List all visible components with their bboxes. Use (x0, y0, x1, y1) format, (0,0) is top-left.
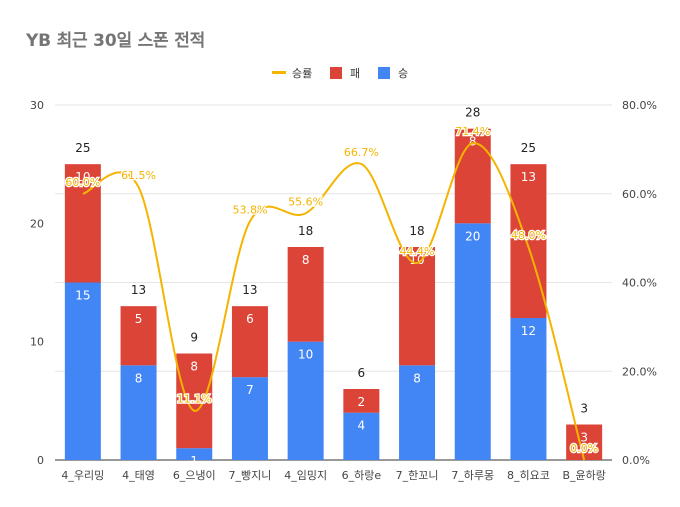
bar-loss (176, 353, 213, 449)
y-right-tick-label: 0.0% (622, 454, 650, 467)
bar-win-value: 7 (246, 383, 254, 397)
bar-total-label: 18 (409, 224, 424, 238)
y-right-tick-label: 80.0% (622, 99, 657, 112)
bar-loss-value: 3 (580, 431, 588, 445)
bar-win (287, 341, 324, 460)
bar-win-value: 12 (521, 324, 536, 338)
x-tick-label: 6_하랑e (342, 468, 382, 482)
bar-total-label: 25 (75, 141, 90, 155)
win-rate-label: 55.6% (288, 195, 323, 208)
bar-win-value: 8 (413, 371, 421, 385)
bar-total-label: 13 (131, 283, 146, 297)
legend-win-label: 승 (398, 67, 408, 80)
y-right-tick-label: 60.0% (622, 188, 657, 201)
x-tick-label: 4_태영 (122, 469, 155, 482)
y-left-tick-label: 20 (30, 217, 44, 230)
x-axis-labels: 4_우리밍 4_태영 6_으냉이 7_빵지니 4_임밍지 6_하랑e 7_한꼬니 7_하루몽 8… (61, 468, 605, 482)
bar-win (399, 365, 436, 460)
bar-win (120, 365, 157, 460)
bar-loss-value: 8 (302, 253, 310, 267)
bar-win-value: 4 (358, 419, 366, 433)
bar-loss-value: 8 (190, 360, 198, 374)
bar-loss (510, 164, 547, 318)
bar-loss (64, 164, 101, 283)
legend-winrate-swatch (272, 71, 286, 74)
legend-winrate-label: 승률 (292, 67, 312, 80)
x-tick-label: 7_한꼬니 (396, 469, 439, 482)
bar-loss (343, 389, 380, 413)
bar-loss-value: 13 (521, 170, 536, 184)
bar-win (510, 318, 547, 460)
bar-win (343, 412, 380, 460)
win-rate-label: 11.1% (177, 393, 212, 406)
bar-loss (566, 424, 603, 460)
win-rate-line-series: 60.0%61.5%11.1%53.8%55.6%66.7%44.4%71.4%… (64, 124, 599, 461)
win-rate-label: 66.7% (344, 146, 379, 159)
y-right-tick-label: 40.0% (622, 277, 657, 290)
legend-loss-swatch (330, 67, 342, 79)
bar-win-value: 15 (75, 289, 90, 303)
win-rate-label: 60.0% (65, 176, 100, 189)
bar-win (454, 223, 491, 460)
bar-loss (399, 247, 436, 366)
bar-loss-value: 8 (469, 135, 477, 149)
bar-loss (454, 128, 491, 224)
chart-title: YB 최근 30일 스폰 전적 (26, 31, 206, 51)
legend-loss-label: 패 (350, 67, 360, 80)
win-rate-label: 0.0% (570, 442, 598, 455)
win-rate-label: 48.0% (511, 229, 546, 242)
win-rate-label: 53.8% (232, 203, 267, 216)
win-rate-label: 61.5% (121, 169, 156, 182)
bar-loss-value: 2 (358, 395, 366, 409)
bar-loss (231, 306, 268, 378)
x-tick-label: 4_우리밍 (61, 469, 104, 482)
bar-loss-value: 6 (246, 312, 254, 326)
y-left-tick-label: 30 (30, 99, 44, 112)
bar-total-label: 13 (242, 283, 257, 297)
x-tick-label: B_윤하랑 (562, 468, 605, 482)
bar-win-value: 1 (190, 454, 198, 468)
bar-win-value: 10 (298, 348, 313, 362)
bar-total-label: 3 (580, 402, 588, 416)
bar-win-value: 8 (135, 371, 143, 385)
x-tick-label: 8_히요코 (507, 468, 550, 482)
legend-win-swatch (378, 67, 390, 79)
bar-win (231, 377, 268, 460)
win-rate-label: 44.4% (400, 245, 435, 258)
bar-win (176, 448, 213, 460)
win-rate-line (82, 142, 586, 461)
bar-win-value: 20 (465, 229, 480, 243)
y-right-tick-label: 20.0% (622, 365, 657, 378)
bar-win (64, 282, 101, 460)
bar-loss-value: 10 (75, 170, 90, 184)
bar-total-label: 28 (465, 106, 480, 120)
y-left-tick-label: 10 (30, 336, 44, 349)
x-tick-label: 7_빵지니 (229, 469, 272, 482)
y-axis-left: 0 10 20 30 (30, 99, 44, 467)
x-tick-label: 7_하루몽 (451, 468, 494, 482)
bar-total-label: 25 (521, 141, 536, 155)
bar-total-label: 6 (358, 366, 366, 380)
bar-total-label: 9 (190, 331, 198, 345)
legend: 승률 패 승 (272, 67, 408, 80)
bar-loss (287, 247, 324, 342)
bar-loss-value: 5 (135, 312, 143, 326)
win-rate-label: 71.4% (455, 125, 490, 138)
x-tick-label: 6_으냉이 (173, 469, 216, 482)
bar-loss (120, 306, 157, 366)
y-left-tick-label: 0 (37, 454, 44, 467)
x-tick-label: 4_임밍지 (284, 469, 327, 482)
y-axis-right: 0.0% 20.0% 40.0% 60.0% 80.0% (622, 99, 657, 467)
bar-loss-value: 10 (409, 253, 424, 267)
bar-total-label: 18 (298, 224, 313, 238)
